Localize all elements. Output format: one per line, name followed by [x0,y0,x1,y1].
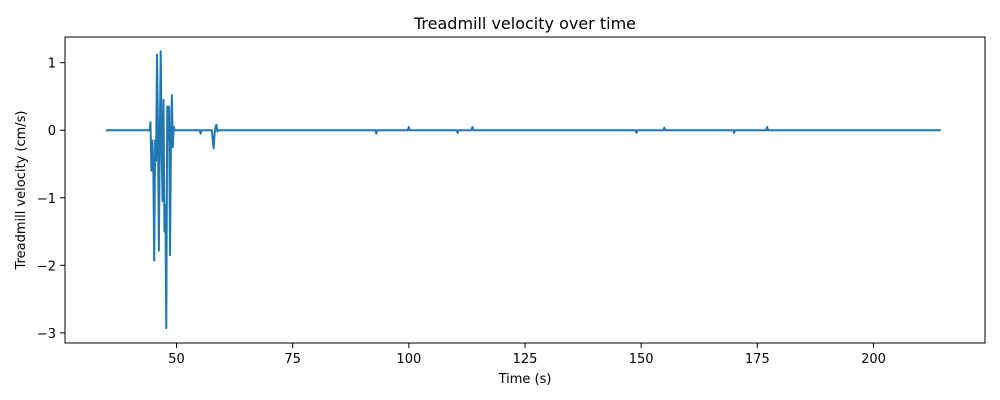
x-tick-label: 200 [861,352,886,367]
x-tick-label: 150 [629,352,654,367]
y-tick-label: −1 [37,192,56,207]
x-tick-label: 50 [168,352,185,367]
x-tick-label: 175 [745,352,770,367]
plot-area [65,37,985,343]
x-tick-label: 100 [396,352,421,367]
series-line-0 [105,50,941,330]
y-axis-label: Treadmill velocity (cm/s) [14,111,29,271]
chart-title: Treadmill velocity over time [413,14,636,33]
y-axis-ticks: 1 0 −1 −2 −3 [37,57,65,342]
plot-frame [64,36,986,344]
x-tick-label: 125 [513,352,538,367]
y-tick-label: 0 [48,124,56,139]
y-tick-label: −2 [37,259,56,274]
x-axis-ticks: 50 75 100 125 150 175 200 [168,343,886,367]
x-axis-label: Time (s) [498,372,552,387]
y-tick-label: −3 [37,327,56,342]
y-tick-label: 1 [48,57,56,72]
x-tick-label: 75 [284,352,301,367]
plot-lines [105,50,941,330]
